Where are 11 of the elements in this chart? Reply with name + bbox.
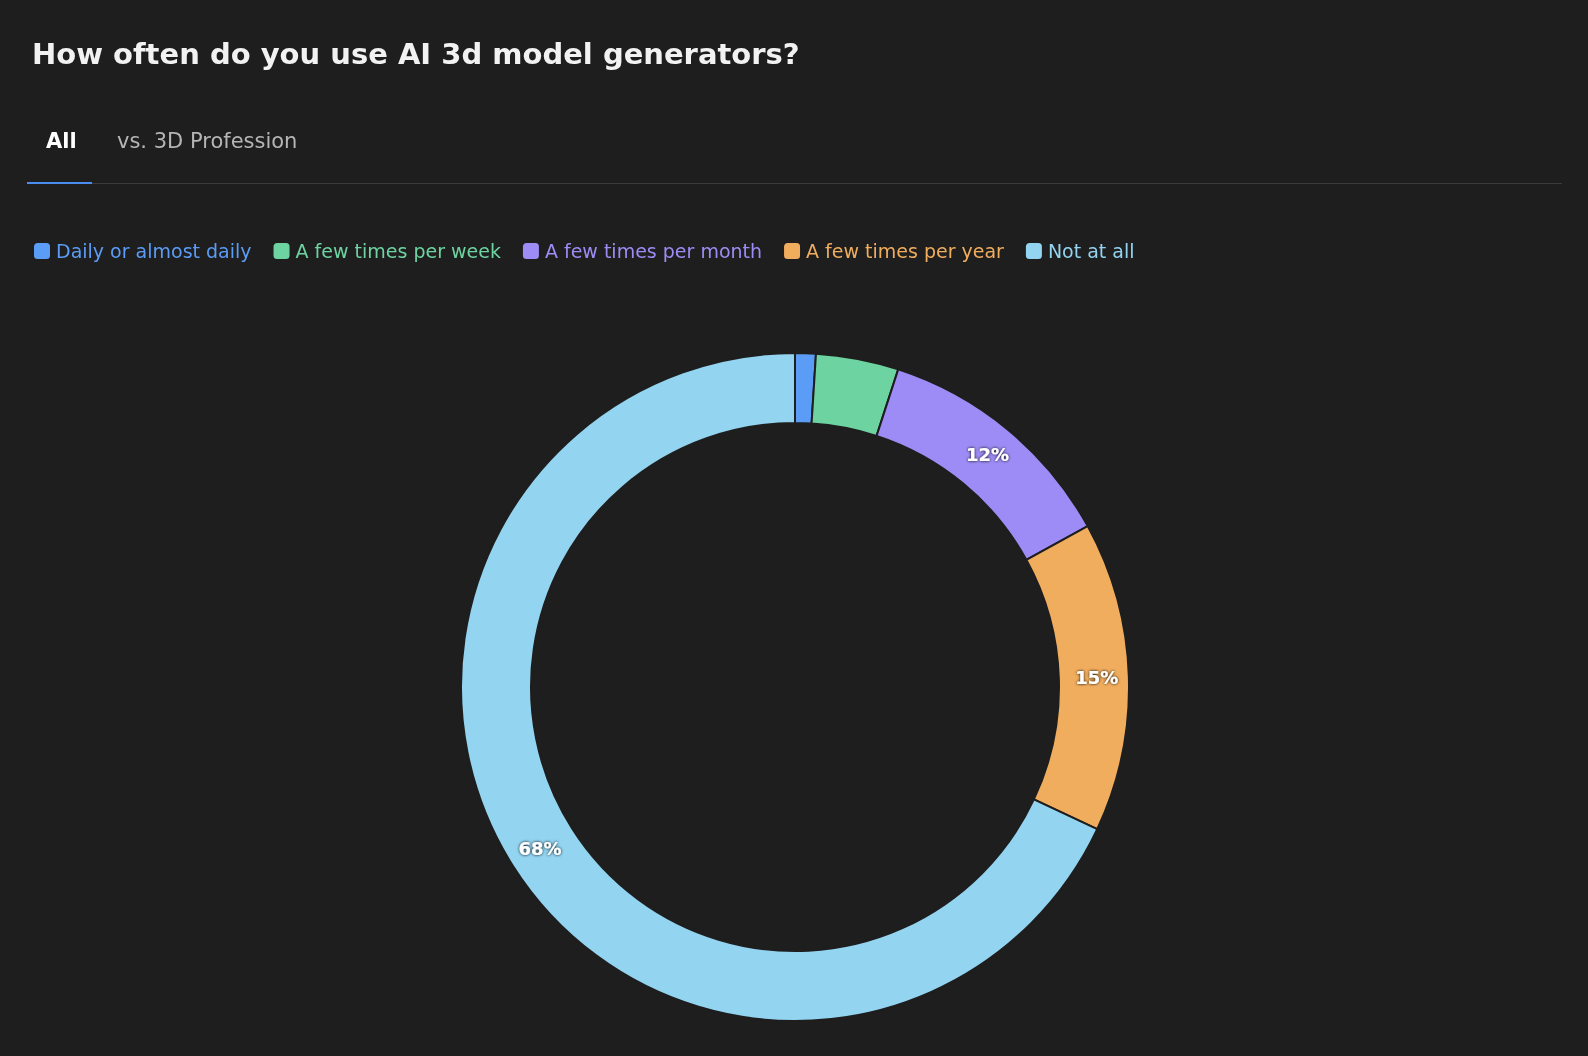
legend-label: A few times per week [295, 240, 501, 262]
data-label: 15% [1075, 667, 1119, 689]
data-label: 12% [965, 443, 1010, 465]
legend-label: A few times per year [806, 240, 1005, 262]
chart-title: How often do you use AI 3d model generators? [32, 36, 800, 71]
text: All [46, 128, 77, 153]
text: vs. 3D Profession [117, 128, 298, 153]
data-label: 68% [518, 838, 562, 860]
legend-label: Not at all [1047, 240, 1135, 262]
legend-label: Daily or almost daily [56, 240, 252, 262]
legend-label: A few times per month [544, 240, 763, 262]
